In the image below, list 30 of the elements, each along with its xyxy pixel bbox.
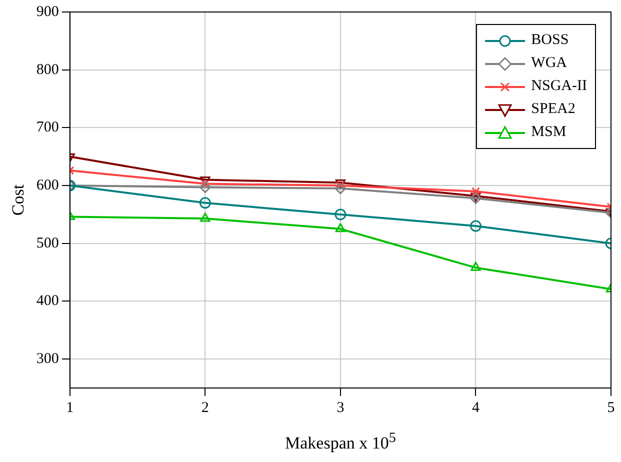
- x-tick-label: 1: [66, 400, 74, 416]
- x-tick-label: 4: [472, 400, 480, 416]
- y-tick-label: 700: [36, 120, 59, 136]
- x-tick-label: 3: [336, 400, 344, 416]
- x-tick-label: 2: [201, 400, 209, 416]
- point: [334, 208, 346, 220]
- point: [199, 197, 211, 209]
- point: [199, 182, 211, 194]
- y-tick-label: 400: [36, 293, 59, 310]
- point: [334, 182, 346, 194]
- legend-label: BOSS: [531, 32, 569, 49]
- legend-label: SPEA2: [531, 101, 576, 118]
- y-tick-label: 900: [36, 4, 59, 20]
- y-tick-label: 300: [36, 351, 59, 368]
- y-axis-title: Cost: [8, 184, 28, 216]
- point: [470, 262, 481, 271]
- legend-label: NSGA-II: [531, 78, 587, 95]
- point: [471, 187, 480, 196]
- y-tick-label: 600: [36, 177, 59, 194]
- y-tick-label: 800: [36, 62, 59, 78]
- legend-label: MSM: [531, 124, 566, 141]
- point: [335, 223, 346, 232]
- point: [470, 220, 482, 232]
- point: [200, 212, 210, 222]
- legend-label: WGA: [531, 55, 567, 72]
- x-axis-title: Makespan x 10$^{5}$: [284, 430, 397, 454]
- y-tick-label: 500: [36, 235, 59, 252]
- point: [470, 192, 481, 202]
- point: [200, 176, 210, 186]
- x-tick-label: 5: [607, 400, 615, 416]
